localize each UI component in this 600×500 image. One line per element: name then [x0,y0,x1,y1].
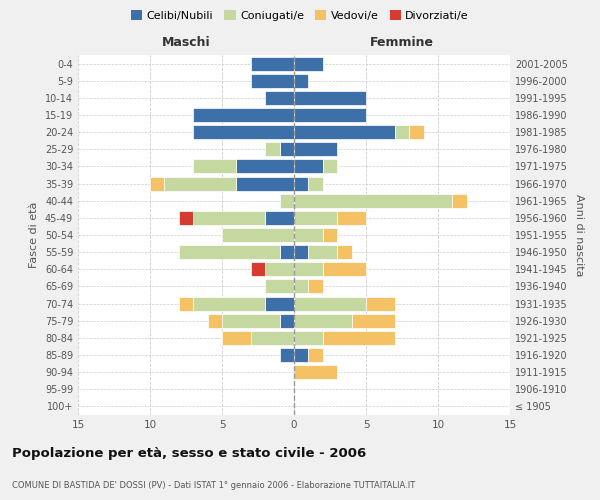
Bar [179,296,193,310]
Bar [179,245,280,259]
Text: Femmine: Femmine [370,36,434,49]
Bar [294,125,395,139]
Bar [294,56,323,70]
Bar [366,296,395,310]
Text: Popolazione per età, sesso e stato civile - 2006: Popolazione per età, sesso e stato civil… [12,448,366,460]
Bar [337,211,366,225]
Bar [193,125,294,139]
Bar [193,108,294,122]
Bar [294,348,308,362]
Bar [251,56,294,70]
Bar [294,108,366,122]
Bar [280,194,294,207]
Bar [294,245,308,259]
Text: COMUNE DI BASTIDA DE' DOSSI (PV) - Dati ISTAT 1° gennaio 2006 - Elaborazione TUT: COMUNE DI BASTIDA DE' DOSSI (PV) - Dati … [12,480,415,490]
Bar [323,262,366,276]
Bar [251,74,294,88]
Bar [280,245,294,259]
Bar [294,142,337,156]
Bar [294,314,352,328]
Bar [150,176,164,190]
Bar [308,348,323,362]
Bar [193,160,236,173]
Bar [280,348,294,362]
Bar [294,365,337,379]
Bar [323,228,337,242]
Bar [193,296,265,310]
Bar [352,314,395,328]
Bar [164,176,236,190]
Bar [308,176,323,190]
Bar [265,91,294,105]
Bar [294,194,452,207]
Bar [323,160,337,173]
Bar [452,194,467,207]
Bar [294,160,323,173]
Bar [265,262,294,276]
Bar [251,331,294,345]
Bar [323,331,395,345]
Bar [222,314,280,328]
Bar [294,228,323,242]
Bar [409,125,424,139]
Bar [294,91,366,105]
Bar [236,176,294,190]
Bar [265,211,294,225]
Bar [265,280,294,293]
Bar [280,314,294,328]
Bar [251,262,265,276]
Bar [294,262,323,276]
Bar [208,314,222,328]
Bar [294,74,308,88]
Bar [395,125,409,139]
Bar [280,142,294,156]
Bar [179,211,193,225]
Bar [308,280,323,293]
Bar [222,331,251,345]
Y-axis label: Anni di nascita: Anni di nascita [574,194,584,276]
Bar [308,245,337,259]
Bar [337,245,352,259]
Bar [294,211,337,225]
Bar [265,296,294,310]
Y-axis label: Fasce di età: Fasce di età [29,202,39,268]
Bar [294,280,308,293]
Bar [193,211,265,225]
Bar [294,331,323,345]
Bar [222,228,294,242]
Bar [294,296,366,310]
Bar [265,142,280,156]
Bar [294,176,308,190]
Legend: Celibi/Nubili, Coniugati/e, Vedovi/e, Divorziati/e: Celibi/Nubili, Coniugati/e, Vedovi/e, Di… [129,8,471,23]
Text: Maschi: Maschi [161,36,211,49]
Bar [236,160,294,173]
